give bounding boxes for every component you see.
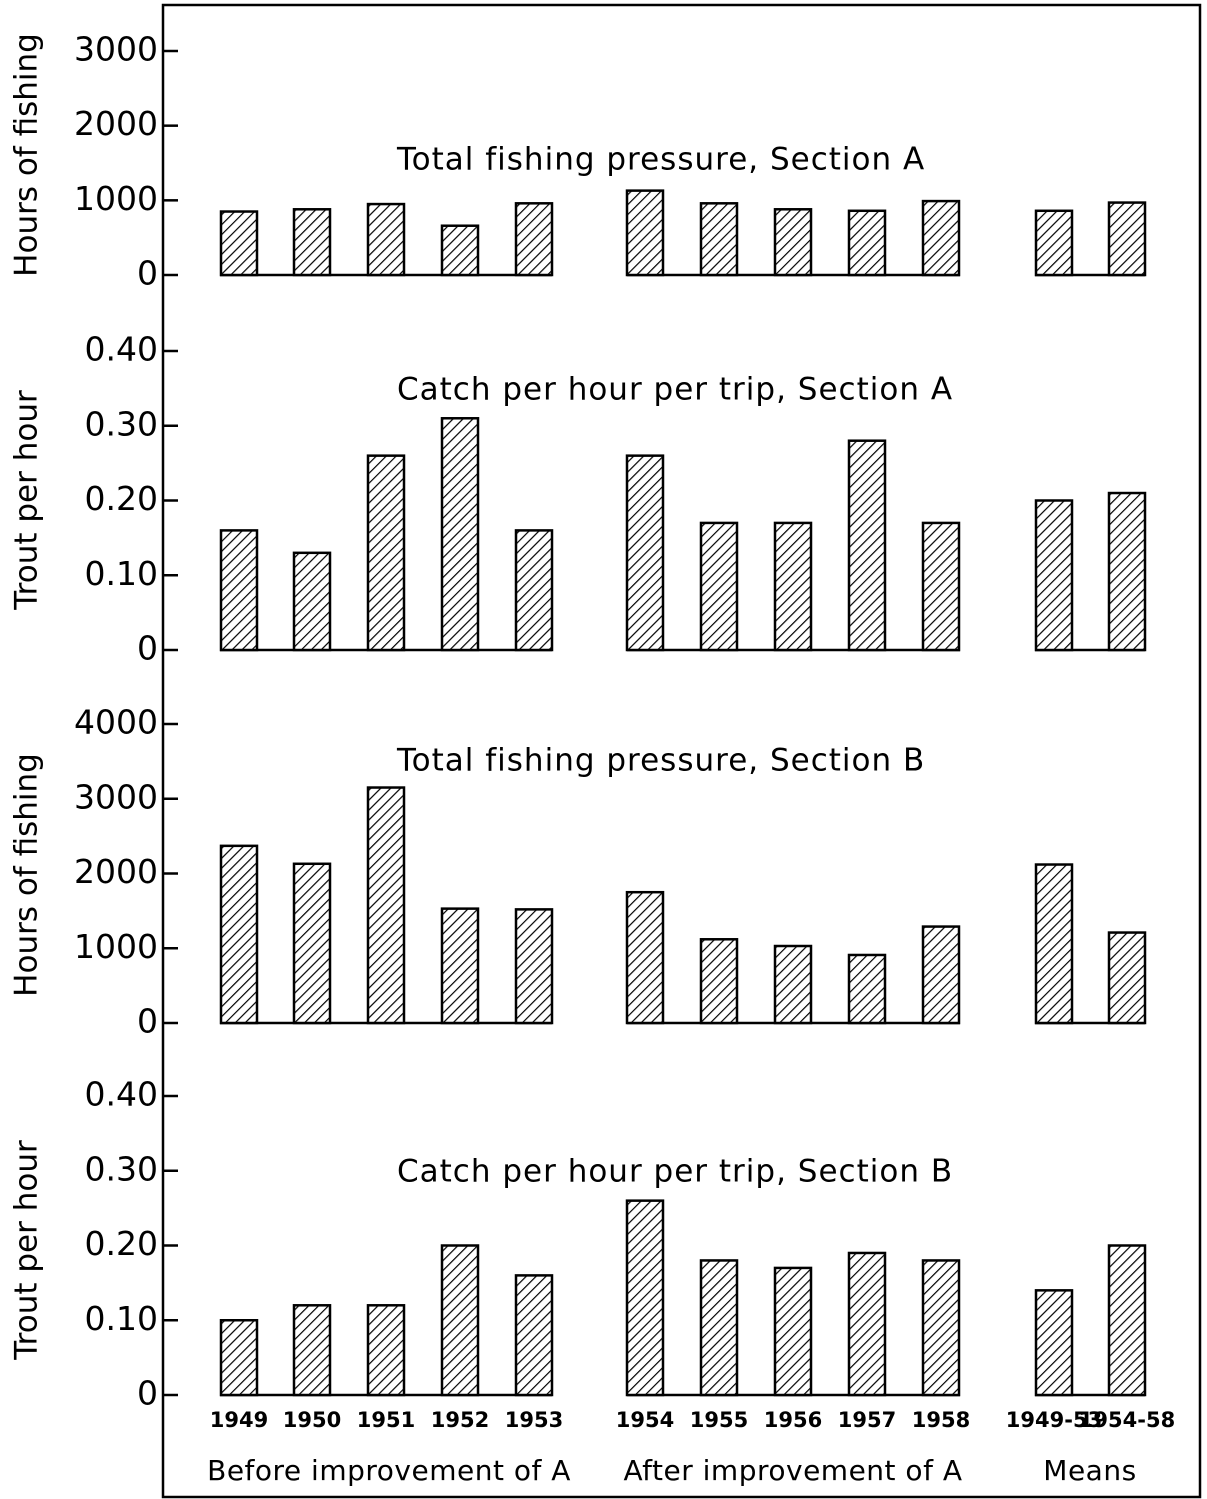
x-tick-label: 1954 — [616, 1408, 674, 1432]
x-tick-label: 1949-53 — [1006, 1408, 1102, 1432]
y-tick-label: 3000 — [74, 30, 158, 69]
bar — [921, 521, 961, 652]
bar — [366, 202, 406, 277]
x-tick-label: 1952 — [431, 1408, 489, 1432]
bar — [847, 209, 887, 277]
bar — [1034, 209, 1074, 277]
bar — [773, 208, 813, 277]
bar — [1107, 1244, 1147, 1397]
y-axis-label: Trout per hour — [9, 1140, 45, 1361]
bar — [292, 1304, 332, 1397]
bar — [773, 1266, 813, 1397]
bar — [625, 890, 665, 1025]
y-tick-label: 0.40 — [85, 330, 158, 369]
y-tick-label: 0.20 — [85, 1224, 158, 1263]
bar — [440, 1244, 480, 1397]
y-tick-label: 3000 — [74, 777, 158, 816]
category-group-label: Before improvement of A — [207, 1454, 571, 1487]
bar — [440, 417, 480, 652]
y-axis-label: Hours of fishing — [9, 33, 45, 277]
bar — [1034, 499, 1074, 652]
bar — [699, 521, 739, 652]
bar — [847, 439, 887, 652]
chart-title: Catch per hour per trip, Section B — [397, 1154, 953, 1190]
bar — [292, 862, 332, 1025]
category-group-label: After improvement of A — [624, 1454, 963, 1487]
bar — [366, 786, 406, 1025]
y-tick-label: 0 — [137, 629, 158, 668]
bar — [773, 521, 813, 652]
chart-title: Total fishing pressure, Section A — [396, 142, 925, 178]
bar — [625, 189, 665, 277]
x-tick-label: 1956 — [764, 1408, 822, 1432]
bar — [219, 210, 259, 277]
x-tick-label: 1955 — [690, 1408, 748, 1432]
y-tick-label: 1000 — [74, 927, 158, 966]
bar — [1107, 201, 1147, 277]
x-tick-label: 1953 — [505, 1408, 563, 1432]
y-tick-label: 0.10 — [85, 554, 158, 593]
bar — [921, 199, 961, 277]
y-tick-label: 0.30 — [85, 1149, 158, 1188]
category-group-label: Means — [1043, 1454, 1136, 1487]
x-tick-label: 1950 — [283, 1408, 341, 1432]
chart-title: Catch per hour per trip, Section A — [397, 372, 953, 408]
bar — [292, 208, 332, 277]
bar — [847, 953, 887, 1025]
bar — [514, 202, 554, 277]
bar — [514, 529, 554, 652]
y-tick-label: 1000 — [74, 179, 158, 218]
y-tick-label: 0.20 — [85, 479, 158, 518]
bar — [1034, 863, 1074, 1025]
x-tick-label: 1958 — [912, 1408, 970, 1432]
y-tick-label: 0 — [137, 1002, 158, 1041]
bar — [514, 908, 554, 1025]
x-tick-label: 1949 — [210, 1408, 268, 1432]
bar — [219, 1319, 259, 1397]
bar — [699, 1259, 739, 1397]
bar — [699, 202, 739, 277]
x-tick-label: 1957 — [838, 1408, 896, 1432]
y-tick-label: 0.40 — [85, 1075, 158, 1114]
x-tick-label: 1954-58 — [1079, 1408, 1175, 1432]
bar — [219, 529, 259, 652]
y-axis-label: Trout per hour — [9, 390, 45, 611]
bar — [292, 551, 332, 652]
bar — [366, 1304, 406, 1397]
bar — [625, 454, 665, 652]
bar — [921, 1259, 961, 1397]
bar — [1107, 931, 1147, 1025]
y-axis-label: Hours of fishing — [9, 753, 45, 997]
bar — [514, 1274, 554, 1397]
bar — [1034, 1289, 1074, 1397]
bar — [921, 925, 961, 1025]
bar — [440, 224, 480, 277]
y-tick-label: 2000 — [74, 852, 158, 891]
bar — [440, 907, 480, 1025]
y-tick-label: 0.30 — [85, 404, 158, 443]
bar — [847, 1251, 887, 1397]
y-tick-label: 2000 — [74, 104, 158, 143]
y-tick-label: 4000 — [74, 703, 158, 742]
y-tick-label: 0 — [137, 1374, 158, 1413]
bar — [366, 454, 406, 652]
bar — [1107, 491, 1147, 652]
bar — [699, 938, 739, 1025]
bar — [625, 1199, 665, 1397]
y-tick-label: 0.10 — [85, 1299, 158, 1338]
bar — [773, 944, 813, 1025]
frame — [161, 3, 1202, 1499]
bar — [219, 844, 259, 1025]
chart-title: Total fishing pressure, Section B — [396, 743, 925, 779]
x-tick-label: 1951 — [357, 1408, 415, 1432]
y-tick-label: 0 — [137, 254, 158, 293]
